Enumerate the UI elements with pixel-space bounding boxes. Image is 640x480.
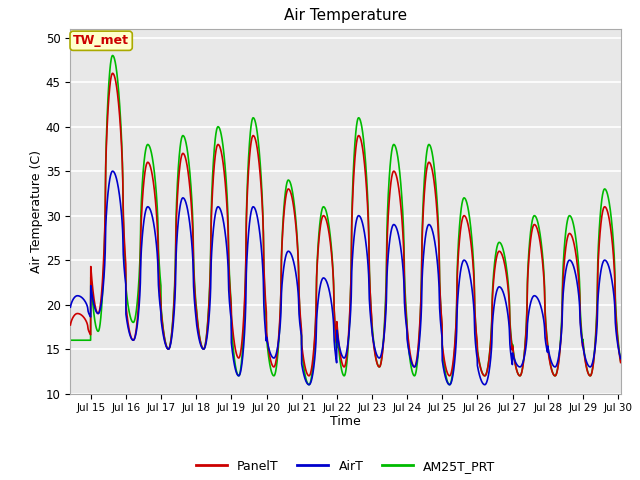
PanelT xyxy=(209,178,217,184)
AirT xyxy=(209,236,216,241)
AM25T_PRT xyxy=(421,171,429,177)
AM25T_PRT xyxy=(67,337,74,343)
AirT xyxy=(305,382,313,387)
AM25T_PRT xyxy=(617,358,625,364)
AM25T_PRT xyxy=(351,133,359,139)
AirT xyxy=(617,356,625,361)
AirT xyxy=(242,288,250,294)
PanelT xyxy=(297,322,305,327)
Legend: PanelT, AirT, AM25T_PRT: PanelT, AirT, AM25T_PRT xyxy=(191,455,500,478)
AirT xyxy=(209,229,217,235)
AirT xyxy=(351,223,359,229)
AM25T_PRT xyxy=(209,164,217,169)
AirT xyxy=(421,240,429,246)
Line: AirT: AirT xyxy=(70,171,621,384)
AM25T_PRT xyxy=(305,382,313,387)
AirT xyxy=(67,304,74,310)
PanelT xyxy=(617,360,625,365)
AM25T_PRT xyxy=(109,53,116,59)
AirT xyxy=(297,330,305,336)
Title: Air Temperature: Air Temperature xyxy=(284,9,407,24)
PanelT xyxy=(421,186,429,192)
Line: PanelT: PanelT xyxy=(70,73,621,376)
Line: AM25T_PRT: AM25T_PRT xyxy=(70,56,621,384)
AM25T_PRT xyxy=(297,326,305,332)
PanelT xyxy=(109,71,116,76)
PanelT xyxy=(351,149,359,155)
PanelT xyxy=(209,187,216,193)
Y-axis label: Air Temperature (C): Air Temperature (C) xyxy=(30,150,43,273)
PanelT xyxy=(242,244,250,250)
AirT xyxy=(109,168,116,174)
X-axis label: Time: Time xyxy=(330,415,361,428)
AM25T_PRT xyxy=(209,173,216,179)
AM25T_PRT xyxy=(242,244,250,250)
PanelT xyxy=(305,373,313,379)
Text: TW_met: TW_met xyxy=(73,34,129,47)
PanelT xyxy=(67,322,74,328)
